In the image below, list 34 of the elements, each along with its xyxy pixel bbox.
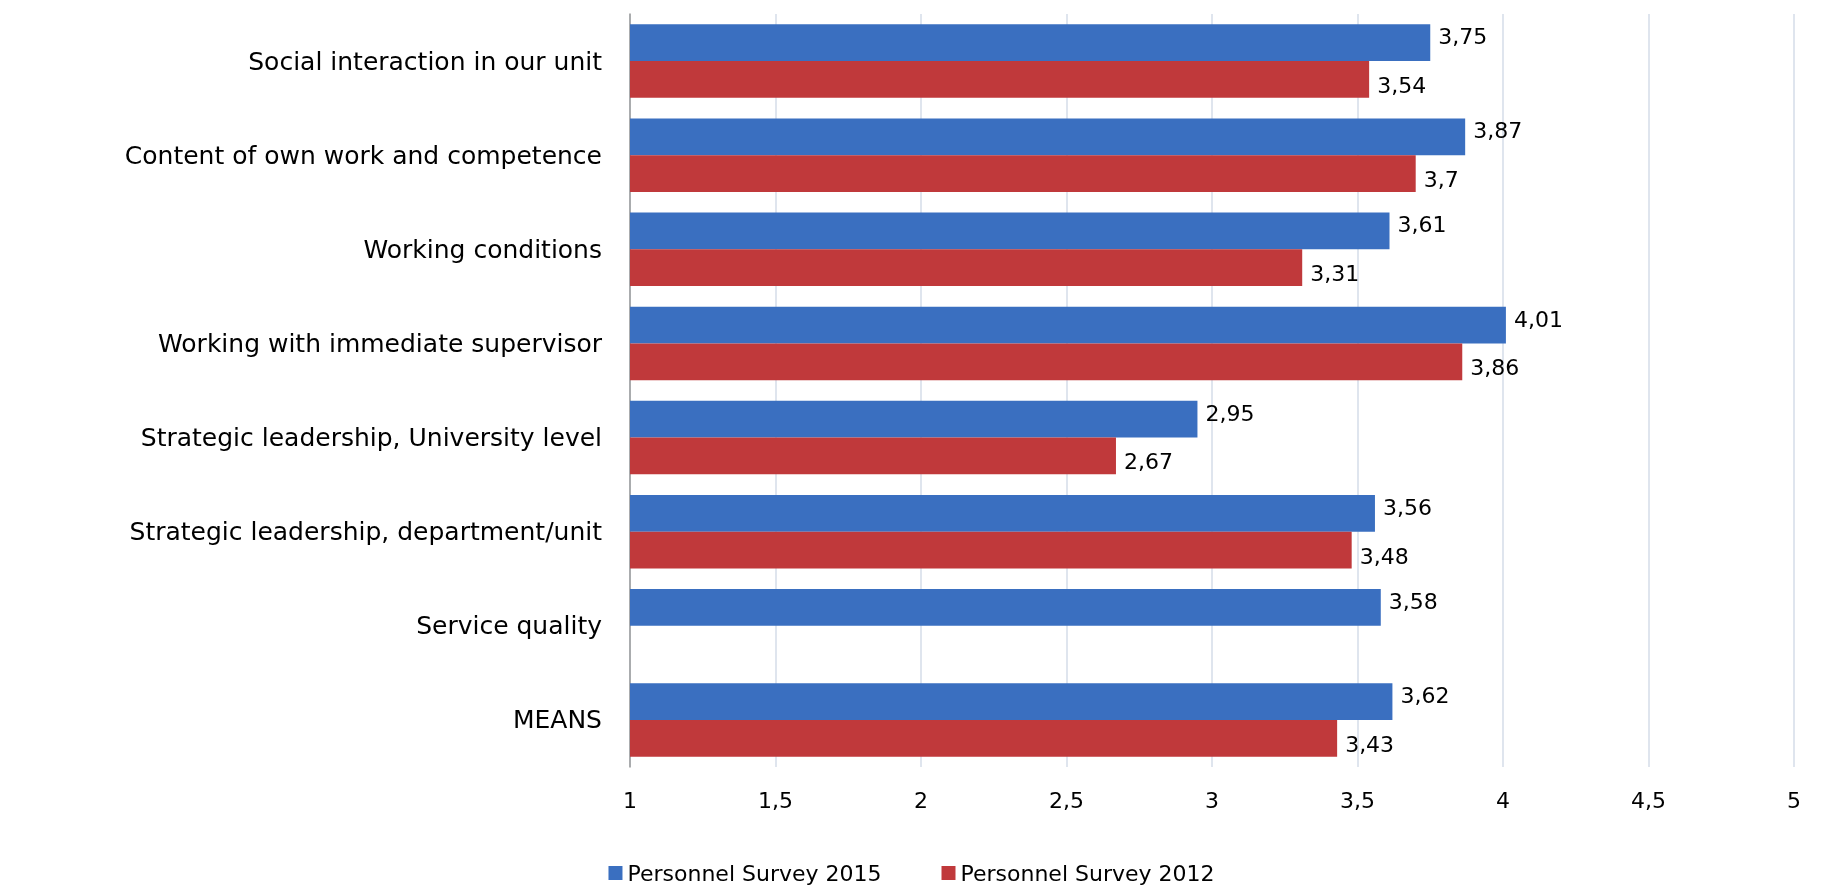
data-label: 2,67 — [1123, 449, 1173, 475]
y-tick-label: Content of own work and competence — [124, 140, 602, 170]
x-tick-label: 2 — [914, 787, 928, 813]
x-tick-label: 5 — [1787, 787, 1801, 813]
y-tick-label: Working with immediate supervisor — [158, 328, 603, 358]
data-label: 2,95 — [1205, 400, 1255, 426]
x-tick-label: 4,5 — [1631, 787, 1666, 813]
data-label: 3,87 — [1473, 118, 1523, 144]
x-tick-label: 4 — [1496, 787, 1510, 813]
x-tick-label: 1 — [623, 787, 637, 813]
data-label: 3,48 — [1359, 543, 1409, 569]
legend-label: Personnel Survey 2012 — [960, 860, 1215, 886]
data-label: 3,86 — [1470, 355, 1520, 381]
data-label: 3,43 — [1345, 731, 1395, 757]
data-label: 4,01 — [1513, 306, 1563, 332]
y-tick-label: Strategic leadership, department/unit — [129, 517, 603, 547]
x-tick-label: 1,5 — [758, 787, 793, 813]
data-label: 3,54 — [1377, 72, 1427, 98]
legend-label: Personnel Survey 2015 — [627, 860, 882, 886]
data-label: 3,62 — [1400, 683, 1450, 709]
y-tick-label: MEANS — [512, 705, 602, 735]
y-tick-label: Social interaction in our unit — [248, 46, 603, 76]
y-tick-label: Service quality — [416, 611, 603, 641]
data-label: 3,61 — [1397, 212, 1447, 238]
data-label: 3,31 — [1310, 261, 1360, 287]
data-label: 3,58 — [1388, 588, 1438, 614]
x-tick-label: 3 — [1205, 787, 1219, 813]
x-tick-label: 3,5 — [1340, 787, 1375, 813]
y-tick-label: Strategic leadership, University level — [140, 423, 602, 453]
y-tick-label: Working conditions — [363, 234, 602, 264]
data-label: 3,75 — [1438, 24, 1488, 50]
x-tick-label: 2,5 — [1049, 787, 1084, 813]
data-label: 3,7 — [1423, 167, 1459, 193]
data-label: 3,56 — [1382, 494, 1432, 520]
